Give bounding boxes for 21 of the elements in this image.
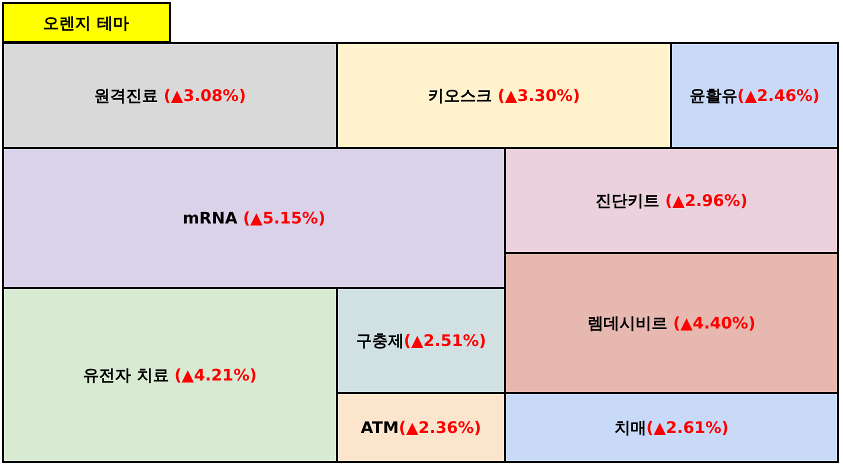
data-label: (▲2.51%) [404, 331, 486, 350]
data-label: (▲3.08%) [164, 86, 246, 105]
category-label: 구충제 [356, 331, 404, 350]
data-label: (▲2.96%) [665, 191, 748, 210]
category-label: 원격진료 [94, 86, 164, 105]
category-label: 유전자 치료 [83, 366, 174, 384]
category-label: 키오스크 [428, 86, 498, 105]
data-label: (▲4.21%) [174, 366, 257, 384]
category-label: 진단키트 [595, 191, 666, 210]
category-label: 윤활유 [689, 86, 738, 105]
data-label: (▲3.30%) [498, 86, 580, 105]
category-label: ATM [360, 418, 399, 437]
category-label: 치매 [614, 418, 646, 437]
data-label: (▲5.15%) [242, 208, 326, 228]
text: 오렌지 테마 [43, 14, 129, 32]
data-label: (▲2.36%) [398, 418, 482, 437]
data-label: (▲4.40%) [673, 314, 756, 332]
category-label: mRNA [182, 208, 243, 228]
data-label: (▲2.46%) [737, 86, 820, 105]
data-label: (▲2.61%) [646, 418, 729, 437]
category-label: 렘데시비르 [587, 314, 674, 332]
